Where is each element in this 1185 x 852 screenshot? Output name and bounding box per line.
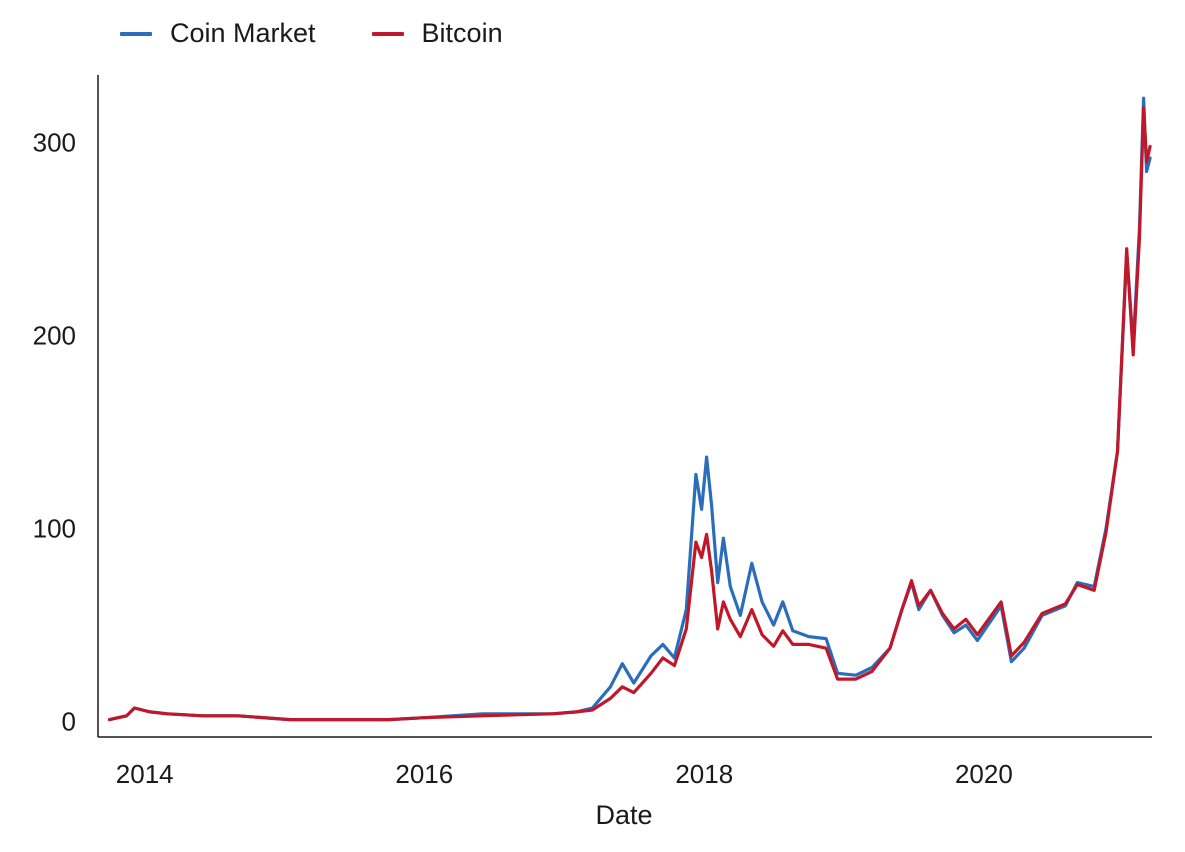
x-tick-label: 2014 <box>116 759 174 789</box>
legend-swatch-coin-market <box>120 31 152 36</box>
legend-swatch-bitcoin <box>371 31 404 36</box>
series-layer <box>107 96 1152 722</box>
legend-label-coin-market: Coin Market <box>170 18 316 48</box>
series-line-coin-market <box>107 96 1152 722</box>
x-axis-title: Date <box>595 800 652 830</box>
legend-label-bitcoin: Bitcoin <box>421 18 503 48</box>
x-tick-label: 2020 <box>955 759 1013 789</box>
y-tick-label: 200 <box>33 321 76 351</box>
x-tick-label: 2016 <box>395 759 453 789</box>
legend: Coin Market Bitcoin <box>120 18 559 49</box>
y-tick-label: 100 <box>33 514 76 544</box>
x-tick-label: 2018 <box>675 759 733 789</box>
y-tick-label: 0 <box>62 707 76 737</box>
legend-item-coin-market: Coin Market <box>120 18 316 49</box>
axes: 0 100 200 300 2014 2016 2018 2020 <box>33 75 1152 789</box>
series-line-bitcoin <box>107 106 1152 722</box>
legend-item-bitcoin: Bitcoin <box>371 18 503 49</box>
y-tick-label: 300 <box>33 128 76 158</box>
